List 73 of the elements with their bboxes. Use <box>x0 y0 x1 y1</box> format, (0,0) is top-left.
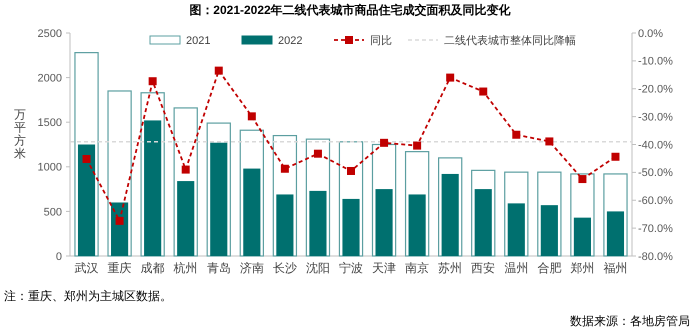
y2-tick-label: -60.0% <box>638 195 674 208</box>
point <box>182 166 190 174</box>
x-tick-label: 南京 <box>405 261 430 275</box>
bar <box>276 194 294 256</box>
bar <box>508 203 525 256</box>
x-tick-label: 西安 <box>471 261 496 275</box>
x-tick-label: 成都 <box>140 261 165 275</box>
y2-tick-label: -80.0% <box>638 250 674 263</box>
x-tick-label: 郑州 <box>570 261 594 275</box>
bar <box>342 198 360 256</box>
point <box>82 154 91 163</box>
point <box>380 138 388 147</box>
bar <box>408 194 426 256</box>
x-tick-label: 济南 <box>240 261 264 275</box>
bar <box>474 189 492 256</box>
y-tick-label: 2000 <box>38 72 62 84</box>
point <box>413 142 422 150</box>
bar <box>540 205 558 256</box>
y2-tick-label: -20.0% <box>638 84 674 96</box>
legend-label: 二线代表城市整体同比降幅 <box>444 34 576 47</box>
y-tick-label: 2500 <box>38 28 62 40</box>
x-tick-label: 合肥 <box>537 261 562 275</box>
bar <box>210 142 228 256</box>
legend-label: 同比 <box>370 34 392 47</box>
y2-tick-label: -10.0% <box>638 56 674 68</box>
bar <box>309 190 327 256</box>
point <box>611 152 620 161</box>
y-tick-label: 1500 <box>38 117 62 130</box>
point <box>479 88 488 96</box>
bar <box>243 168 260 256</box>
x-tick-label: 苏州 <box>438 261 462 275</box>
point <box>578 175 586 184</box>
point <box>347 166 355 175</box>
y-tick-label: 0 <box>56 250 62 263</box>
bar <box>574 218 591 256</box>
x-tick-label: 宁波 <box>339 261 363 275</box>
x-tick-label: 福州 <box>603 261 628 275</box>
text: 注：重庆、郑州为主城区数据。 <box>4 289 172 303</box>
x-tick-label: 武汉 <box>74 261 99 275</box>
y-tick-label: 500 <box>44 206 62 218</box>
bar <box>375 189 393 256</box>
bar <box>606 211 624 256</box>
point <box>148 77 157 86</box>
bar <box>78 144 96 256</box>
chart-title: 图：2021-2022年二线代表城市商品住宅成交面积及同比变化 <box>189 3 512 17</box>
point <box>545 137 554 146</box>
x-tick-label: 长沙 <box>272 261 297 275</box>
point <box>248 112 256 120</box>
x-tick-label: 沈阳 <box>306 261 330 275</box>
y2-tick-label: -30.0% <box>638 111 674 124</box>
x-tick-label: 重庆 <box>108 261 132 275</box>
point <box>314 150 322 158</box>
point <box>280 164 289 173</box>
point <box>214 66 223 75</box>
bar <box>144 120 162 256</box>
legend-label: 2021 <box>186 34 210 47</box>
bar <box>442 174 459 256</box>
x-tick-label: 温州 <box>504 261 528 275</box>
point <box>116 216 124 225</box>
source-note: 数据来源：各地房管局 <box>570 314 690 328</box>
y2-tick-label: -40.0% <box>638 139 674 152</box>
y2-tick-label: 0.0% <box>638 28 664 40</box>
point <box>446 74 454 82</box>
legend-label: 2022 <box>278 34 302 47</box>
y2-tick-label: -70.0% <box>638 222 674 235</box>
x-tick-label: 青岛 <box>206 261 231 275</box>
x-tick-label: 杭州 <box>172 261 198 275</box>
y-axis-title: 万平方米 <box>14 108 26 160</box>
x-tick-label: 天津 <box>372 261 396 275</box>
y2-tick-label: -50.0% <box>638 167 674 180</box>
point <box>512 130 520 139</box>
bar <box>177 181 194 256</box>
y-tick-label: 1000 <box>38 162 62 174</box>
